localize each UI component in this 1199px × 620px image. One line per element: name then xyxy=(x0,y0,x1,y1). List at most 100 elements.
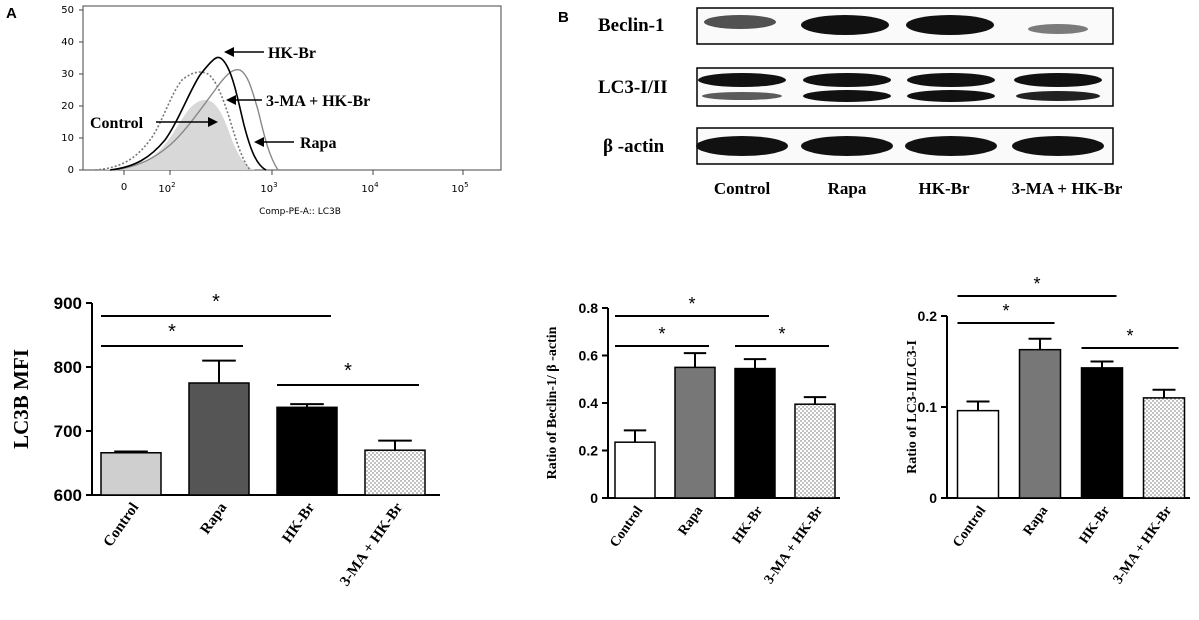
bar xyxy=(614,441,656,499)
western-blot: Beclin-1 LC3-I/II β -actin Control Rapa … xyxy=(598,7,1123,198)
bar xyxy=(1018,348,1062,499)
bar xyxy=(794,403,836,499)
blot-band xyxy=(1012,136,1104,156)
blot-band xyxy=(704,15,776,29)
bar xyxy=(674,366,716,499)
y-tick-label: 0.1 xyxy=(918,399,938,415)
flow-y-tick: 40 xyxy=(61,37,74,48)
significance-star: * xyxy=(1002,301,1009,321)
blot-band xyxy=(1014,73,1102,87)
blot-band xyxy=(801,15,889,35)
significance-star: * xyxy=(1033,274,1040,294)
flow-y-axis: 50 40 30 20 10 0 xyxy=(61,5,83,176)
blot-band xyxy=(906,15,994,35)
blot-lane-label: 3-MA + HK-Br xyxy=(1012,179,1123,198)
significance-star: * xyxy=(778,324,785,344)
flow-y-tick: 10 xyxy=(61,133,74,144)
significance-star: * xyxy=(1126,326,1133,346)
blot-band xyxy=(905,136,997,156)
flow-x-tick: 103 xyxy=(260,181,277,195)
flow-x-tick: 105 xyxy=(451,181,468,195)
y-tick-label: 0.6 xyxy=(579,347,599,363)
x-category-label: Control xyxy=(607,504,646,551)
blot-band xyxy=(803,90,891,102)
blot-row-label: Beclin-1 xyxy=(598,15,665,36)
flow-label-hkbr: HK-Br xyxy=(268,45,316,62)
bar-chart-beclin-ratio: 0.8 0.6 0.4 0.2 0 Ratio of Beclin-1/ β -actin… xyxy=(545,294,840,587)
flow-plot-frame xyxy=(82,5,502,171)
blot-band xyxy=(698,73,786,87)
blot-row-label: LC3-I/II xyxy=(598,77,668,98)
y-tick-label: 0 xyxy=(929,490,937,506)
panel-label-a: A xyxy=(6,5,17,22)
blot-band xyxy=(1028,24,1088,34)
flow-x-axis-label: Comp-PE-A:: LC3B xyxy=(259,207,341,217)
blot-band xyxy=(1016,91,1100,101)
bar-chart-lc3-ratio: 0.2 0.1 0 Ratio of LC3-II/LC3-I Control Rapa H… xyxy=(905,274,1190,587)
y-tick-label: 0.8 xyxy=(579,300,599,316)
bar xyxy=(1142,397,1186,499)
x-category-label: HK-Br xyxy=(279,500,318,546)
flow-x-tick: 0 xyxy=(121,182,127,193)
x-category-label: 3-MA + HK-Br xyxy=(1111,504,1176,587)
bar xyxy=(734,367,776,499)
flow-label-rapa: Rapa xyxy=(300,135,336,152)
bar xyxy=(188,382,250,496)
blot-band xyxy=(907,90,995,102)
bar xyxy=(1080,367,1124,499)
bar-chart-lc3b-mfi: 900 800 700 600 LC3B MFI Control Rapa HK-Br 3-MA… xyxy=(9,291,440,589)
blot-row-label: β -actin xyxy=(603,136,665,157)
flow-x-tick: 102 xyxy=(158,181,175,195)
blot-band xyxy=(696,136,788,156)
y-tick-label: 600 xyxy=(54,486,82,505)
y-tick-label: 0 xyxy=(590,490,598,506)
bar xyxy=(364,449,426,496)
y-axis-label: LC3B MFI xyxy=(9,349,33,449)
blot-band xyxy=(907,73,995,87)
significance-star: * xyxy=(344,360,352,382)
x-category-label: HK-Br xyxy=(1077,504,1113,547)
flow-label-control: Control xyxy=(90,115,144,132)
histogram-hkbr xyxy=(109,56,267,171)
significance-star: * xyxy=(212,291,220,313)
flow-annotations: HK-Br 3-MA + HK-Br Control Rapa xyxy=(90,45,370,152)
y-axis-label: Ratio of Beclin-1/ β -actin xyxy=(545,326,560,479)
flow-histogram: 50 40 30 20 10 0 0 102 103 104 105 Comp-… xyxy=(61,5,502,217)
flow-x-axis: 0 102 103 104 105 Comp-PE-A:: LC3B xyxy=(121,170,469,217)
x-category-label: 3-MA + HK-Br xyxy=(337,500,406,589)
panel-label-b: B xyxy=(558,9,569,26)
x-category-label: Control xyxy=(950,504,989,551)
significance-star: * xyxy=(658,324,665,344)
blot-lane-label: HK-Br xyxy=(919,179,970,198)
flow-y-tick: 20 xyxy=(61,101,74,112)
bar xyxy=(100,452,162,496)
histogram-rapa xyxy=(114,69,279,171)
y-tick-label: 700 xyxy=(54,422,82,441)
blot-band xyxy=(702,92,782,100)
bar xyxy=(276,406,338,496)
blot-lane-label: Control xyxy=(714,179,771,198)
blot-band xyxy=(801,136,893,156)
y-axis-label: Ratio of LC3-II/LC3-I xyxy=(905,340,920,474)
flow-label-3ma-hkbr: 3-MA + HK-Br xyxy=(266,93,370,110)
histogram-3ma-hkbr xyxy=(94,71,251,171)
y-tick-label: 0.4 xyxy=(579,395,599,411)
flow-x-tick: 104 xyxy=(361,181,379,195)
y-tick-label: 0.2 xyxy=(918,308,938,324)
x-category-label: 3-MA + HK-Br xyxy=(762,504,827,587)
x-category-label: Control xyxy=(101,500,143,550)
histogram-control xyxy=(100,100,255,170)
bar xyxy=(956,409,1000,499)
y-tick-label: 800 xyxy=(54,358,82,377)
flow-y-tick: 30 xyxy=(61,69,74,80)
flow-y-tick: 0 xyxy=(68,165,74,176)
x-category-label: Rapa xyxy=(198,500,231,538)
y-tick-label: 0.2 xyxy=(579,442,599,458)
blot-lane-label: Rapa xyxy=(828,179,867,198)
flow-y-tick: 50 xyxy=(61,5,74,16)
x-category-label: Rapa xyxy=(676,504,707,539)
x-category-label: HK-Br xyxy=(730,504,766,547)
significance-star: * xyxy=(688,294,695,314)
y-tick-label: 900 xyxy=(54,294,82,313)
